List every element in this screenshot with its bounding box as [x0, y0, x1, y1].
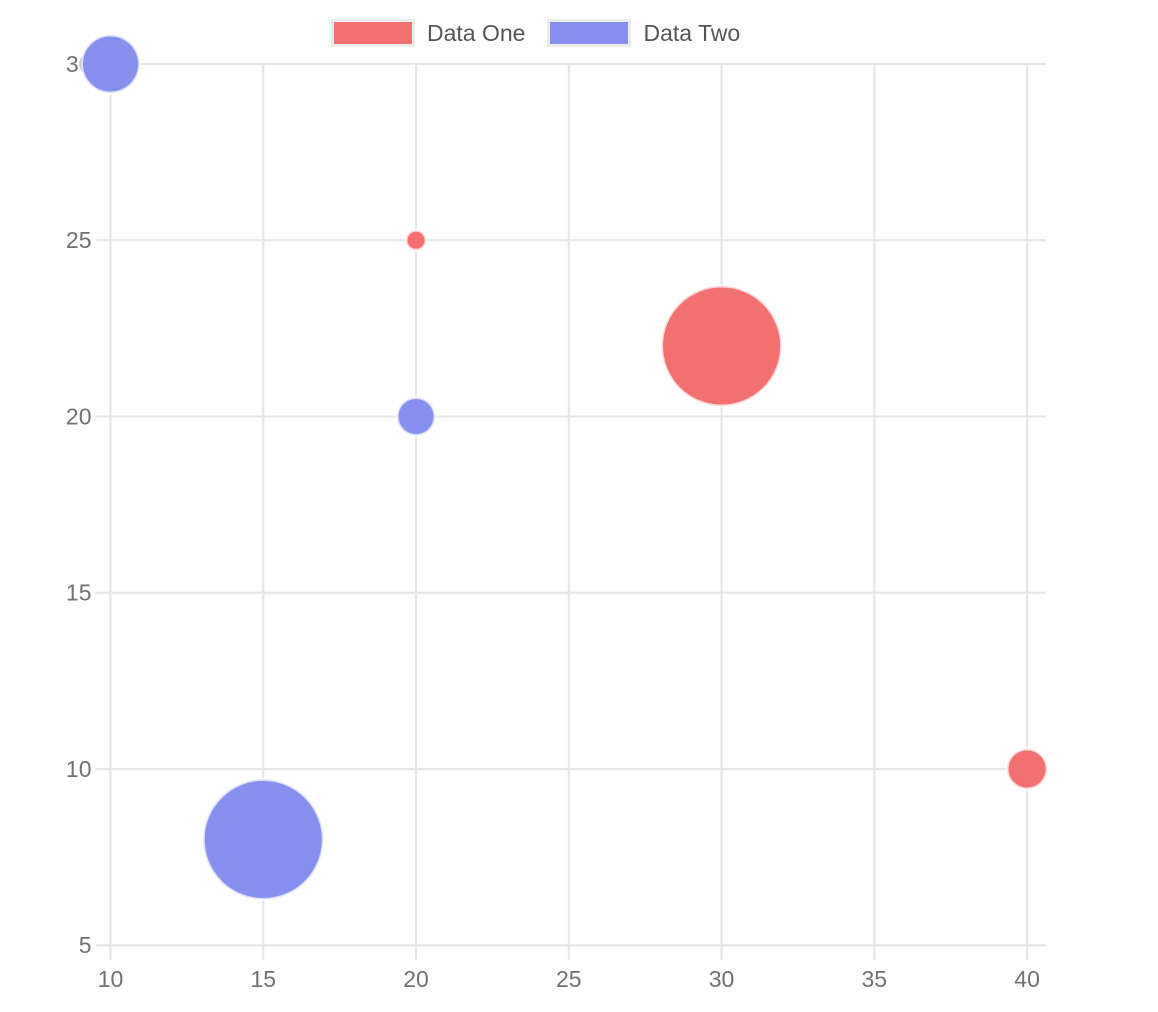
x-tick-label: 15	[250, 966, 276, 992]
bubble-data-two[interactable]	[201, 777, 325, 901]
legend-swatch-data-one-icon	[331, 19, 415, 47]
legend-swatch-data-two-icon	[547, 19, 632, 47]
bubble-data-two[interactable]	[395, 395, 437, 437]
x-tick-label: 20	[403, 966, 429, 992]
y-tick-label: 5	[79, 932, 92, 958]
bubble-data-one[interactable]	[404, 228, 428, 252]
x-tick-label: 35	[862, 966, 888, 992]
y-tick-label: 20	[66, 403, 92, 429]
chart-legend: Data One Data Two	[331, 19, 740, 47]
legend-label-data-two: Data Two	[643, 20, 741, 46]
legend-label-data-one: Data One	[427, 20, 526, 46]
legend-item-data-two[interactable]: Data Two	[547, 19, 740, 47]
y-tick-label: 10	[66, 756, 92, 782]
y-tick-label: 15	[66, 580, 92, 606]
x-tick-label: 40	[1014, 966, 1040, 992]
x-tick-label: 25	[556, 966, 582, 992]
x-tick-label: 30	[709, 966, 735, 992]
bubble-data-one[interactable]	[660, 284, 784, 408]
y-tick-label: 25	[66, 227, 92, 253]
bubble-data-two[interactable]	[80, 33, 141, 95]
x-tick-label: 10	[98, 966, 124, 992]
bubble-data-one[interactable]	[1005, 747, 1049, 791]
legend-item-data-one[interactable]: Data One	[331, 19, 525, 47]
